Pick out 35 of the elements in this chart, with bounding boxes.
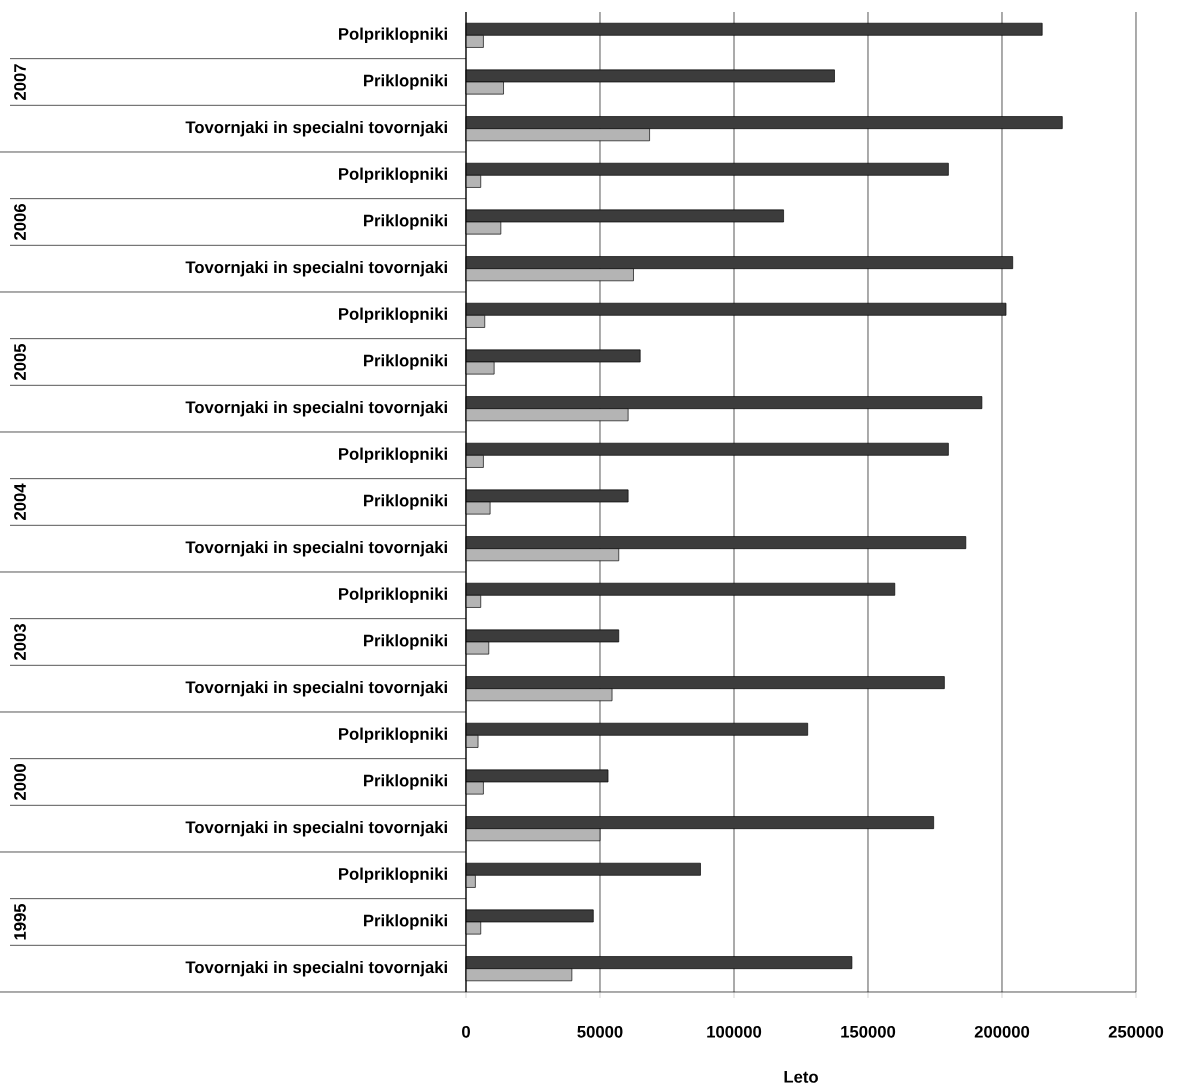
y-tick-label: Polpriklopniki xyxy=(339,307,447,324)
y-tick-label: Priklopniki xyxy=(364,74,447,90)
x-tick-label: 150000 xyxy=(841,1025,896,1038)
x-tick-label: 0 xyxy=(462,1025,470,1038)
text: 2003 xyxy=(14,624,26,660)
x-tick-label: 250000 xyxy=(1108,1025,1164,1038)
y-tick-label: Priklopniki xyxy=(364,354,447,370)
y-tick-label: Polpriklopniki xyxy=(339,447,447,464)
y-tick-label: Tovornjaki in specialni tovornjaki xyxy=(185,540,447,557)
y-tick-label: Priklopniki xyxy=(364,774,447,790)
x-tick-label: 50000 xyxy=(577,1025,623,1038)
text: 2007 xyxy=(14,64,26,100)
y-tick-label: Polpriklopniki xyxy=(339,727,447,744)
y-tick-label: Tovornjaki in specialni tovornjaki xyxy=(185,960,447,977)
text: 2005 xyxy=(14,343,26,380)
x-tick-label: 100000 xyxy=(707,1025,762,1038)
x-tick-label: 200000 xyxy=(974,1025,1030,1038)
y-tick-label: Tovornjaki in specialni tovornjaki xyxy=(185,120,447,137)
y-tick-label: Priklopniki xyxy=(364,914,447,930)
y-tick-label: Tovornjaki in specialni tovornjaki xyxy=(185,820,447,837)
y-tick-label: Polpriklopniki xyxy=(339,167,447,184)
x-axis-title: Leto xyxy=(784,1071,818,1083)
y-tick-label: Priklopniki xyxy=(364,494,447,510)
text: 2006 xyxy=(14,204,26,240)
text: 1995 xyxy=(14,903,26,940)
y-tick-label: Polpriklopniki xyxy=(339,867,447,884)
y-tick-label: Tovornjaki in specialni tovornjaki xyxy=(185,260,447,277)
y-tick-label: Tovornjaki in specialni tovornjaki xyxy=(185,680,447,697)
text: 2004 xyxy=(14,483,26,520)
y-tick-label: Priklopniki xyxy=(364,634,447,650)
y-tick-label: Polpriklopniki xyxy=(339,27,447,44)
y-tick-label: Tovornjaki in specialni tovornjaki xyxy=(185,400,447,417)
text: 2000 xyxy=(14,764,26,800)
y-tick-label: Priklopniki xyxy=(364,214,447,230)
y-tick-label: Polpriklopniki xyxy=(339,587,447,604)
